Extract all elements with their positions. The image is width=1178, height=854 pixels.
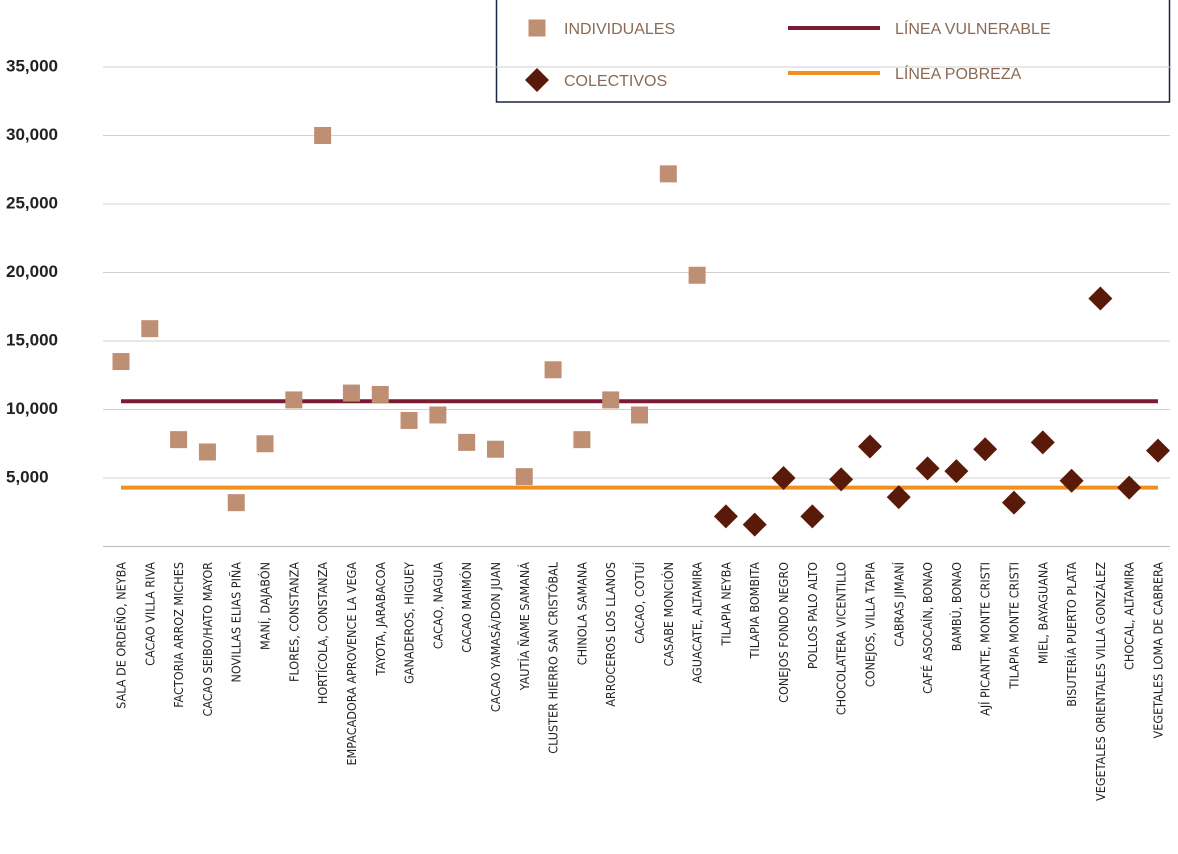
x-tick-label: CHOCAL, ALTAMIRA xyxy=(1122,562,1137,670)
square-marker xyxy=(659,165,677,183)
square-marker xyxy=(486,440,504,458)
square-marker xyxy=(400,411,418,429)
diamond-marker xyxy=(829,467,854,492)
square-marker xyxy=(227,494,245,512)
square-marker xyxy=(631,406,648,424)
x-tick-label: CACAO MAIMÓN xyxy=(459,562,474,653)
diamond-marker xyxy=(742,512,767,537)
square-marker xyxy=(688,266,706,284)
square-marker xyxy=(170,431,188,449)
square-marker xyxy=(573,431,591,449)
diamond-marker xyxy=(973,437,998,462)
y-tick-label: 35,000 xyxy=(6,56,58,75)
x-tick-label: CLUSTER HIERRO SAN CRISTÓBAL xyxy=(546,561,561,753)
square-marker xyxy=(429,406,447,424)
square-marker xyxy=(141,320,159,338)
x-tick-label: POLLOS PALO ALTO xyxy=(805,562,820,669)
x-tick-label: CAFÉ ASOCAÍN, BONAO xyxy=(920,562,935,694)
x-tick-label: VEGETALES LOMA DE CABRERA xyxy=(1151,562,1166,739)
x-tick-label: TILAPIA NEYBA xyxy=(718,562,733,647)
x-tick-label: CHOCOLATERA VICENTILLO xyxy=(834,562,849,715)
x-tick-label: CACAO VILLA RIVA xyxy=(142,562,157,666)
y-tick-label: 20,000 xyxy=(6,262,58,281)
x-tick-label: CACAO, NAGUA xyxy=(430,562,445,649)
x-tick-label: VEGETALES ORIENTALES VILLA GONZÁLEZ xyxy=(1093,562,1108,801)
x-tick-label: CONEJOS FONDO NEGRO xyxy=(776,562,791,703)
y-tick-label: 25,000 xyxy=(6,193,58,212)
diamond-marker xyxy=(915,456,940,481)
x-tick-label: HORTÍCOLA, CONSTANZA xyxy=(315,562,330,704)
x-tick-label: BAMBÚ, BONAO xyxy=(949,562,964,651)
square-marker xyxy=(544,361,562,379)
square-marker xyxy=(371,385,389,403)
x-tick-label: NOVILLAS ELIAS PIÑA xyxy=(229,562,244,683)
x-tick-label: TILAPIA MONTE CRISTI xyxy=(1006,562,1021,690)
x-tick-label: FLORES, CONSTANZA xyxy=(286,562,301,682)
x-tick-label: ARROCEROS LOS LLANOS xyxy=(603,562,618,707)
legend-label: INDIVIDUALES xyxy=(564,21,675,38)
x-tick-label: AGUACATE, ALTAMIRA xyxy=(690,562,705,684)
x-tick-label: CABRAS JIMANÍ xyxy=(891,562,906,647)
x-tick-label: CACAO YAMASÁ/DON JUAN xyxy=(488,562,503,712)
x-tick-label: AJÍ PICANTE, MONTE CRISTI xyxy=(978,562,993,716)
diamond-marker xyxy=(1001,490,1026,515)
x-tick-label: MIEL, BAYAGUANA xyxy=(1035,562,1050,664)
square-marker xyxy=(285,391,303,409)
y-tick-label: 10,000 xyxy=(6,399,58,418)
diamond-marker xyxy=(1088,286,1113,311)
x-tick-label: MANÍ, DAJABÓN xyxy=(258,562,273,650)
diamond-marker xyxy=(944,459,969,484)
legend-box xyxy=(495,0,1171,103)
diamond-marker xyxy=(800,504,825,529)
square-marker xyxy=(314,127,332,144)
x-tick-label: CACAO, COTUÍ xyxy=(632,562,647,644)
diamond-marker xyxy=(857,434,882,459)
square-marker xyxy=(602,391,620,409)
diamond-marker xyxy=(713,504,738,529)
square-marker xyxy=(112,353,130,371)
x-tick-label: TILAPIA BOMBITA xyxy=(747,562,762,660)
diamond-marker xyxy=(1059,468,1084,493)
diamond-marker xyxy=(525,68,549,92)
x-tick-label: YAUTÍA ÑAME SAMANÁ xyxy=(517,562,532,692)
square-marker xyxy=(458,433,476,451)
square-marker xyxy=(528,19,546,37)
diamond-marker xyxy=(1030,430,1055,455)
x-tick-label: GANADEROS, HIGUEY xyxy=(402,562,417,684)
diamond-marker xyxy=(886,485,911,510)
square-marker xyxy=(256,435,274,453)
y-tick-label: 15,000 xyxy=(6,330,58,349)
square-marker xyxy=(198,443,216,461)
legend-label: LÍNEA POBREZA xyxy=(895,64,1022,83)
diamond-marker xyxy=(771,466,796,490)
x-tick-label: TAYOTA, JARABACOA xyxy=(373,562,388,677)
y-tick-label: 30,000 xyxy=(6,125,58,144)
x-tick-label: BISUTERÍA PUERTO PLATA xyxy=(1064,562,1079,707)
x-tick-label: FACTORIA ARROZ MICHES xyxy=(171,562,186,708)
x-tick-label: SALA DE ORDEÑO, NEYBA xyxy=(114,562,129,709)
x-tick-label: CASABE MONCIÓN xyxy=(661,562,676,666)
x-tick-label: EMPACADORA APROVENCE LA VEGA xyxy=(344,562,359,766)
diamond-marker xyxy=(1146,438,1170,463)
diamond-marker xyxy=(1117,475,1142,500)
y-tick-label: 5,000 xyxy=(6,467,49,486)
legend-label: COLECTIVOS xyxy=(564,73,667,90)
square-marker xyxy=(515,468,533,486)
legend-label: LÍNEA VULNERABLE xyxy=(895,19,1051,38)
x-tick-label: CACAO SEIBO/HATO MAYOR xyxy=(200,562,215,717)
square-marker xyxy=(342,384,360,402)
x-tick-label: CONEJOS, VILLA TAPIA xyxy=(862,562,877,687)
x-tick-label: CHINOLA SAMANA xyxy=(574,562,589,666)
